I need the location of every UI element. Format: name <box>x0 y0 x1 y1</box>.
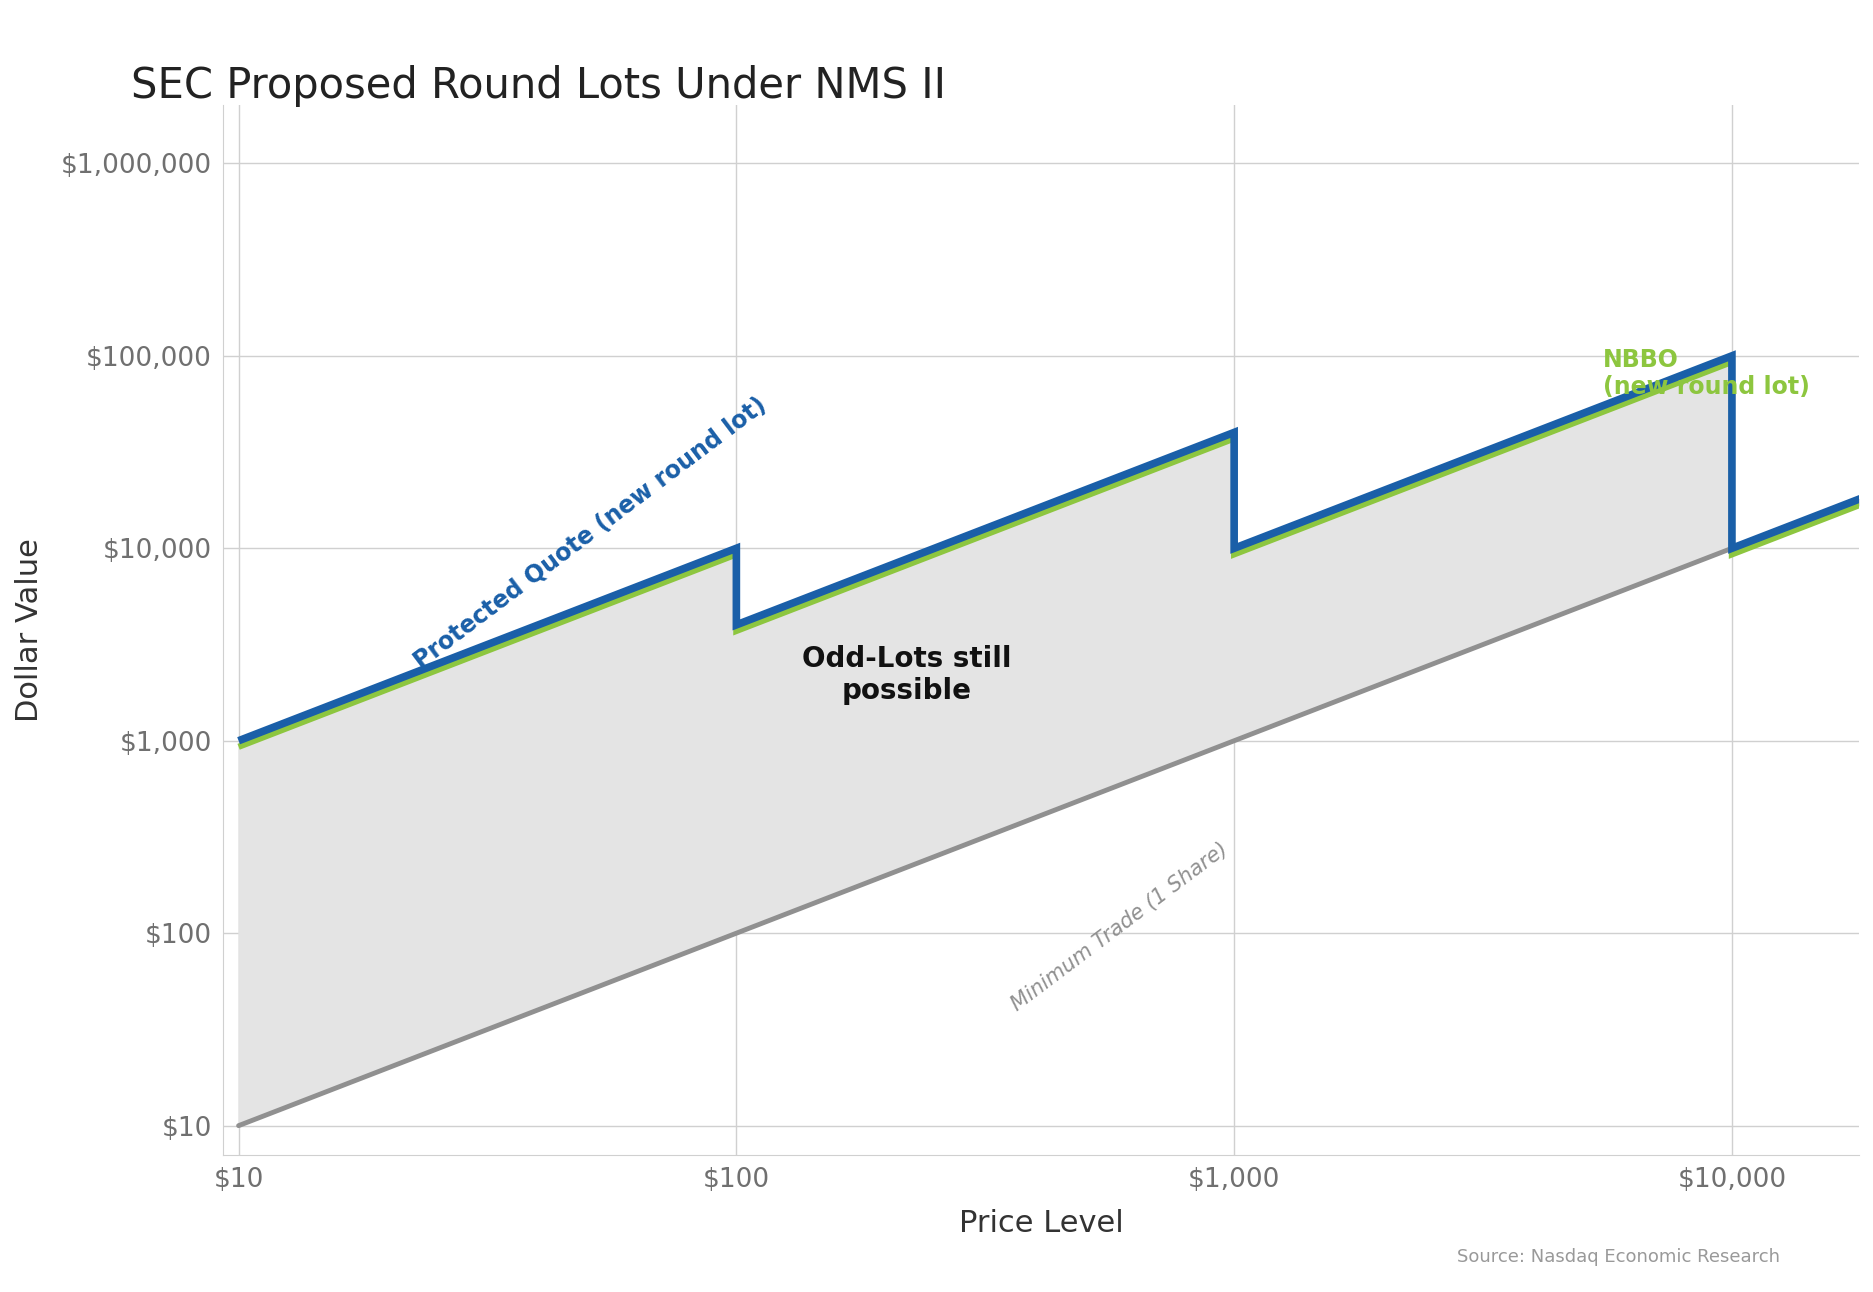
X-axis label: Price Level: Price Level <box>959 1209 1122 1238</box>
Text: Odd-Lots still
possible: Odd-Lots still possible <box>802 645 1011 705</box>
Text: Minimum Trade (1 Share): Minimum Trade (1 Share) <box>1006 840 1231 1016</box>
Y-axis label: Dollar Value: Dollar Value <box>15 539 43 722</box>
Text: SEC Proposed Round Lots Under NMS II: SEC Proposed Round Lots Under NMS II <box>131 65 946 107</box>
Text: Source: Nasdaq Economic Research: Source: Nasdaq Economic Research <box>1457 1248 1779 1266</box>
Text: NBBO
(new round lot): NBBO (new round lot) <box>1601 348 1809 399</box>
Text: Protected Quote (new round lot): Protected Quote (new round lot) <box>408 393 770 673</box>
